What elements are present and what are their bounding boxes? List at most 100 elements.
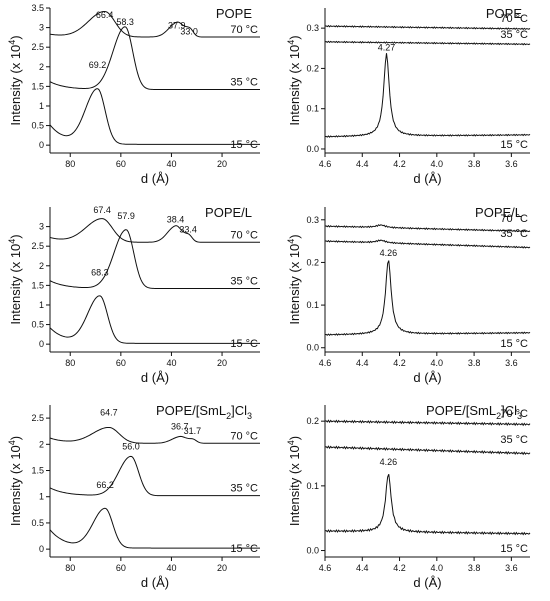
panel-title: POPE/L [205, 205, 252, 220]
chart-panel-3: 0 0.5 1 1.5 2 2.5 3 80 60 40 20 d (Å) Intensity (x 1… [7, 205, 260, 385]
x-tick-label: 4.6 [319, 358, 332, 368]
peak-label: 68.3 [91, 268, 109, 278]
chart-panel-2: 0.0 0.1 0.2 0.3 4.6 4.4 4.2 4.0 3.8 3.6 d (Å) Inten… [286, 6, 531, 186]
x-axis-title: d (Å) [141, 575, 169, 590]
y-tick-label: 0.5 [31, 320, 44, 330]
series-label: 35 °C [500, 29, 528, 41]
series-label: 70 °C [230, 430, 258, 442]
x-tick-label: 40 [166, 358, 176, 368]
series-label: 70 °C [230, 24, 258, 36]
x-tick-label: 20 [217, 358, 227, 368]
y-tick-label: 0.1 [306, 481, 319, 491]
series-label: 15 °C [500, 139, 528, 151]
x-tick-label: 4.2 [393, 358, 406, 368]
series-label: 70 °C [500, 408, 528, 420]
peak-label: 64.7 [100, 407, 118, 417]
y-tick-label: 0 [39, 140, 44, 150]
y-tick-label: 2.5 [31, 241, 44, 251]
series-label: 70 °C [230, 229, 258, 241]
series-line-2 [49, 26, 260, 91]
x-tick-label: 20 [217, 159, 227, 169]
series-line-3 [49, 88, 260, 145]
y-tick-label: 0.0 [306, 144, 319, 154]
x-axis-title: d (Å) [413, 370, 441, 385]
y-tick-label: 0.0 [306, 343, 319, 353]
peak-label: 36.7 [171, 422, 189, 432]
series-line-2 [324, 40, 531, 46]
panel-title: POPE/[SmL2]Cl3 [156, 403, 252, 421]
y-tick-label: 1.5 [31, 280, 44, 290]
chart-panel-5: 0 0.5 1 1.5 2 2.5 80 60 40 20 d (Å) Intensity (x 10… [7, 403, 260, 590]
y-tick-label: 0.0 [306, 546, 319, 556]
x-tick-label: 80 [65, 358, 75, 368]
y-tick-label: 0.2 [306, 63, 319, 73]
x-tick-label: 4.0 [431, 159, 444, 169]
series-line-1 [49, 10, 260, 38]
peak-label: 37.9 [168, 20, 186, 30]
x-tick-label: 3.6 [505, 159, 518, 169]
series-line-1 [324, 224, 531, 233]
y-tick-label: 0.1 [306, 104, 319, 114]
peak-label: 33.4 [179, 224, 197, 234]
series-line-1 [49, 426, 260, 444]
series-label: 35 °C [230, 483, 258, 495]
y-tick-label: 0.5 [31, 518, 44, 528]
x-tick-label: 3.8 [468, 358, 481, 368]
chart-panel-4: 0.0 0.1 0.2 0.3 4.6 4.4 4.2 4.0 3.8 3.6 d (Å) Inten… [286, 205, 531, 385]
x-tick-label: 4.2 [393, 563, 406, 573]
y-tick-label: 1.5 [31, 81, 44, 91]
x-axis-title: d (Å) [413, 171, 441, 186]
y-tick-label: 3 [39, 222, 44, 232]
y-tick-label: 1 [39, 300, 44, 310]
peak-label: 56.0 [122, 442, 140, 452]
x-tick-label: 20 [217, 563, 227, 573]
x-tick-label: 60 [116, 563, 126, 573]
x-tick-label: 4.4 [356, 358, 369, 368]
y-axis-title: Intensity (x 104) [7, 436, 23, 526]
series-line-3 [324, 260, 531, 337]
peak-label: 33.0 [180, 27, 198, 37]
y-tick-label: 2 [39, 261, 44, 271]
y-tick-label: 3 [39, 23, 44, 33]
series-label: 35 °C [230, 77, 258, 89]
y-tick-label: 0.2 [306, 257, 319, 267]
y-axis-title: Intensity (x 104) [286, 35, 302, 125]
series-line-1 [324, 24, 531, 31]
chart-panel-1: 0 0.5 1 1.5 2 2.5 3 3.5 80 60 40 20 d (Å) Intensity (… [7, 3, 260, 186]
peak-label: 67.4 [93, 205, 111, 215]
y-tick-label: 0 [39, 339, 44, 349]
peak-label: 38.4 [167, 215, 185, 225]
x-tick-label: 3.6 [505, 358, 518, 368]
x-tick-label: 4.6 [319, 563, 332, 573]
x-axis-title: d (Å) [141, 171, 169, 186]
y-axis-title: Intensity (x 104) [286, 234, 302, 324]
y-tick-label: 1.5 [31, 466, 44, 476]
x-tick-label: 60 [116, 159, 126, 169]
series-label: 15 °C [230, 338, 258, 350]
series-line-3 [49, 507, 260, 549]
series-label: 15 °C [500, 543, 528, 555]
panel-title: POPE/L [475, 205, 522, 220]
x-axis-title: d (Å) [413, 575, 441, 590]
series-label: 15 °C [500, 338, 528, 350]
y-tick-label: 2.5 [31, 413, 44, 423]
y-tick-label: 0.3 [306, 23, 319, 33]
y-tick-label: 2 [39, 62, 44, 72]
series-line-3 [324, 474, 531, 536]
peak-label: 69.2 [89, 60, 107, 70]
x-tick-label: 4.0 [431, 563, 444, 573]
y-axis-title: Intensity (x 104) [286, 436, 302, 526]
series-label: 15 °C [230, 543, 258, 555]
y-tick-label: 1 [39, 492, 44, 502]
y-axis-title: Intensity (x 104) [7, 234, 23, 324]
x-tick-label: 60 [116, 358, 126, 368]
panel-title: POPE/[SmL2]Cl3 [426, 403, 522, 421]
x-tick-label: 4.4 [356, 159, 369, 169]
peak-label: 58.3 [116, 17, 134, 27]
x-tick-label: 80 [65, 159, 75, 169]
series-label: 15 °C [230, 139, 258, 151]
series-line-1 [324, 419, 531, 427]
series-line-2 [324, 445, 531, 456]
y-tick-label: 3.5 [31, 3, 44, 13]
